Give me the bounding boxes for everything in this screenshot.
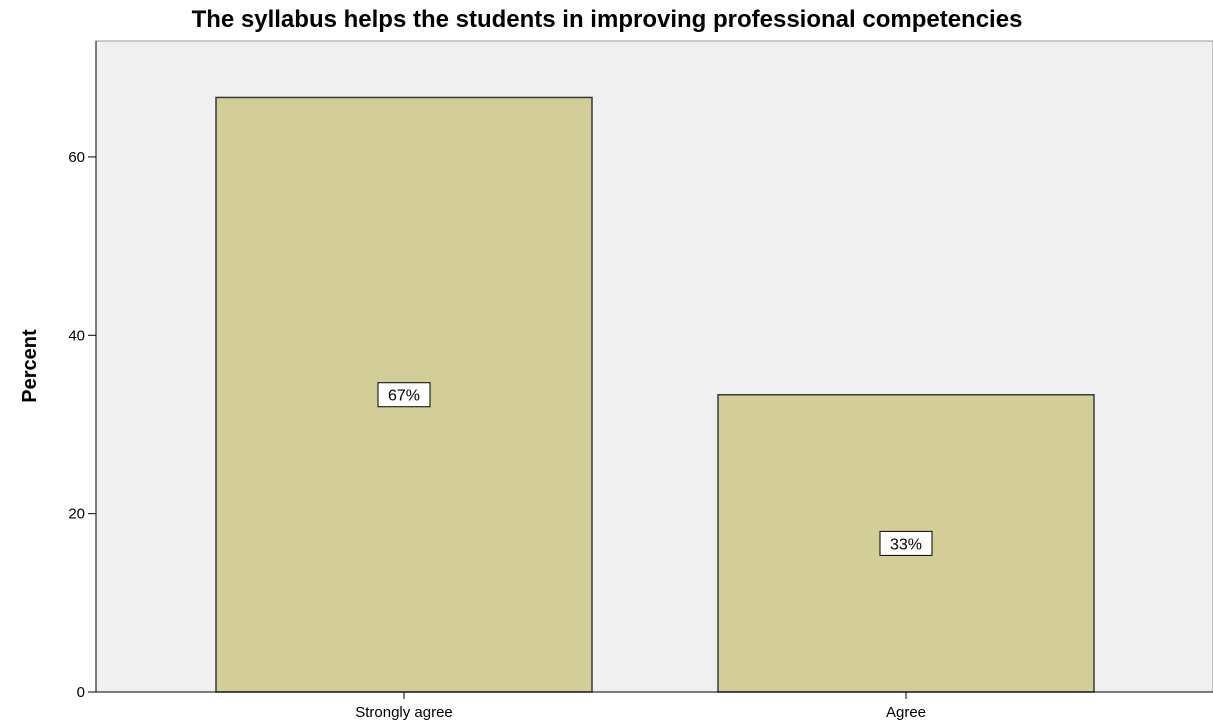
y-axis-label: Percent bbox=[19, 329, 41, 403]
y-tick-label: 40 bbox=[68, 327, 85, 344]
x-tick-label: Agree bbox=[886, 704, 926, 721]
x-tick-label: Strongly agree bbox=[355, 704, 453, 721]
data-labels-group: 67% 33% bbox=[377, 382, 933, 556]
data-label: 33% bbox=[890, 536, 922, 553]
y-tick-label: 20 bbox=[68, 506, 85, 523]
chart-title: The syllabus helps the students in impro… bbox=[192, 6, 1023, 33]
data-label: 67% bbox=[388, 388, 420, 405]
data-label-box bbox=[879, 530, 933, 556]
y-tick-label: 0 bbox=[77, 684, 85, 701]
data-label-box bbox=[377, 382, 431, 408]
y-tick-label: 60 bbox=[68, 149, 85, 166]
axes-group: 0 20 40 60 Strongly agree Agree bbox=[68, 41, 1213, 721]
